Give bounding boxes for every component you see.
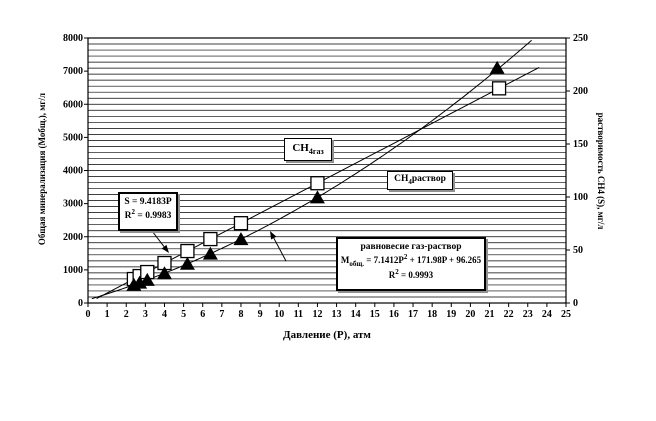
svg-text:100: 100 [573, 192, 588, 203]
svg-text:7000: 7000 [63, 66, 83, 77]
x-axis-title: Давление (Р), атм [283, 329, 371, 341]
equilibrium-equation-box: равновесие газ-раствор Мобщ. = 7.1412P2 … [336, 237, 486, 291]
svg-text:6: 6 [200, 309, 205, 320]
svg-text:250: 250 [573, 33, 588, 44]
ch4-gas-label-text: CH [292, 142, 309, 154]
square-marker [180, 243, 195, 259]
equilibrium-r2: R2 = 0.9993 [388, 267, 434, 280]
ch4-solution-label-text: CH [394, 174, 409, 184]
svg-text:18: 18 [427, 309, 437, 320]
x-tick-labels: 0 1 2 3 4 5 6 7 8 9 10 11 12 13 14 15 16 17 18 19 20 21 22 23 24… [86, 309, 572, 320]
svg-text:16: 16 [389, 309, 399, 320]
ch4-gas-label: CH4газ [284, 138, 332, 161]
svg-text:4: 4 [162, 309, 167, 320]
equilibrium-equation: Мобщ. = 7.1412P2 + 171.98P + 96.265 [340, 252, 482, 268]
square-marker [203, 231, 218, 247]
svg-text:3000: 3000 [63, 199, 83, 210]
svg-text:7: 7 [219, 309, 224, 320]
arrow-shaft [273, 237, 287, 262]
arrow-head [270, 231, 277, 240]
svg-text:5: 5 [181, 309, 186, 320]
svg-text:50: 50 [573, 245, 583, 256]
svg-text:24: 24 [542, 309, 552, 320]
svg-text:2000: 2000 [63, 232, 83, 243]
svg-text:4000: 4000 [63, 166, 83, 177]
square-marker [310, 176, 325, 191]
svg-text:20: 20 [465, 309, 475, 320]
square-marker [491, 81, 507, 96]
y-left-tick-labels: 0 1000 2000 3000 4000 5000 6000 7000 8000 [63, 33, 83, 309]
svg-text:14: 14 [351, 309, 361, 320]
y-axis-title-left: Общая минерализация (Мобщ.), мг/л [37, 92, 47, 246]
svg-text:10: 10 [274, 309, 284, 320]
axis-tick-marks [84, 37, 570, 307]
svg-text:1000: 1000 [63, 265, 83, 276]
svg-text:3: 3 [143, 309, 148, 320]
triangle-marker [179, 256, 195, 270]
svg-text:1: 1 [105, 309, 110, 320]
triangle-marker [233, 232, 249, 246]
svg-text:11: 11 [294, 309, 303, 320]
y-right-tick-labels: 0 50 100 150 200 250 [573, 33, 588, 309]
svg-text:5000: 5000 [63, 132, 83, 143]
svg-text:19: 19 [446, 309, 456, 320]
equilibrium-title: равновесие газ-раствор [360, 242, 462, 252]
annotation-arrows [151, 230, 287, 262]
svg-text:22: 22 [504, 309, 514, 320]
svg-text:25: 25 [561, 309, 571, 320]
linear-fit-r2: R2 = 0.9983 [124, 207, 172, 222]
svg-text:200: 200 [573, 86, 588, 97]
svg-text:21: 21 [485, 309, 495, 320]
ch4-solution-label: CH4раствор [387, 171, 453, 190]
triangle-marker [202, 246, 218, 260]
svg-text:9: 9 [258, 309, 263, 320]
series-filled-triangles [126, 60, 505, 291]
svg-text:8000: 8000 [63, 33, 83, 44]
linear-fit-equation: S = 9.4183P [124, 197, 172, 207]
triangle-marker [156, 266, 172, 280]
svg-text:15: 15 [370, 309, 380, 320]
svg-text:17: 17 [408, 309, 418, 320]
svg-text:13: 13 [332, 309, 342, 320]
svg-text:8: 8 [238, 309, 243, 320]
arrow-head [161, 244, 169, 253]
arrow-shaft [151, 230, 165, 247]
square-marker [233, 216, 249, 231]
svg-text:0: 0 [573, 298, 578, 309]
triangle-marker [489, 60, 505, 74]
linear-fit-equation-box: S = 9.4183P R2 = 0.9983 [118, 192, 178, 231]
triangle-marker [309, 190, 325, 204]
svg-text:0: 0 [78, 298, 83, 309]
triangle-marker [139, 272, 155, 286]
svg-text:2: 2 [124, 309, 129, 320]
svg-text:0: 0 [86, 309, 91, 320]
svg-text:6000: 6000 [63, 99, 83, 110]
svg-text:150: 150 [573, 139, 588, 150]
svg-text:23: 23 [523, 309, 533, 320]
svg-text:12: 12 [312, 309, 322, 320]
y-axis-title-right: растворимость СН4 (S), мг/л [596, 112, 606, 230]
